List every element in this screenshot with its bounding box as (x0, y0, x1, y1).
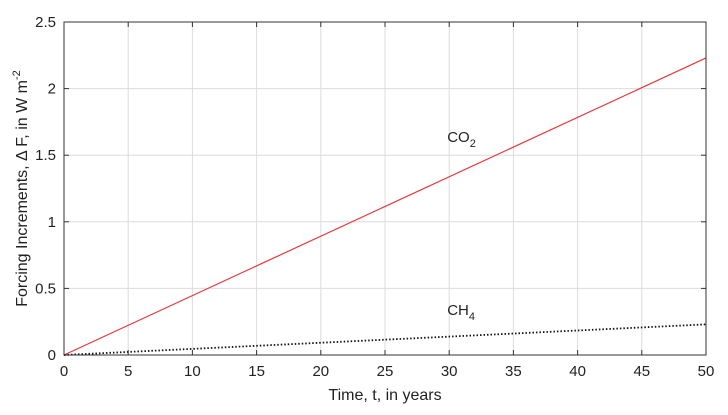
y-tick-label: 0 (48, 347, 56, 364)
series-label-co2: CO2 (447, 129, 476, 150)
y-axis-label: Forcing Increments, Δ F, in W m-2 (11, 70, 31, 307)
y-tick-label: 1.5 (35, 147, 56, 164)
series-line-ch4 (63, 323, 707, 356)
grid (63, 21, 707, 356)
y-axis-label-main: Forcing Increments, Δ F, in W m (14, 80, 31, 307)
series-label-subscript: 2 (470, 138, 476, 150)
x-tick-label: 35 (505, 363, 522, 380)
series-line-co2 (63, 57, 707, 356)
x-tick-label: 5 (124, 363, 132, 380)
y-tick-label: 0.5 (35, 280, 56, 297)
y-tick-label: 2 (48, 81, 56, 98)
x-tick-label: 50 (698, 363, 715, 380)
y-tick-label: 1 (48, 214, 56, 231)
x-tick-label: 15 (248, 363, 265, 380)
x-tick-label: 30 (441, 363, 458, 380)
y-axis-label-superscript: -2 (11, 70, 23, 80)
series-label-base: CO (447, 129, 470, 146)
series-label-base: CH (447, 302, 469, 319)
tick-labels: 0 5 10 15 20 25 30 35 40 45 50 0 0.5 1 1.5 2 2.5 (35, 14, 714, 380)
series-lines (63, 57, 707, 356)
y-tick-label: 2.5 (35, 14, 56, 31)
x-axis-label: Time, t, in years (328, 387, 441, 404)
x-tick-label: 20 (312, 363, 329, 380)
x-tick-label: 10 (184, 363, 201, 380)
x-tick-label: 25 (377, 363, 394, 380)
series-labels: CO2 CH4 (447, 129, 476, 323)
series-label-subscript: 4 (469, 311, 475, 323)
x-tick-label: 45 (633, 363, 650, 380)
x-tick-label: 40 (569, 363, 586, 380)
series-label-ch4: CH4 (447, 302, 475, 323)
x-tick-label: 0 (60, 363, 68, 380)
